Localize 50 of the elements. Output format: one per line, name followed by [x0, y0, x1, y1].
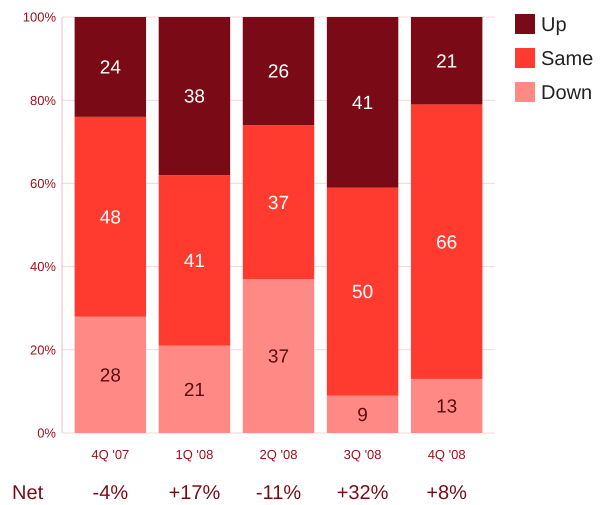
- bar: [410, 17, 482, 104]
- bar: [242, 279, 314, 433]
- x-tick-label: 2Q '08: [260, 447, 298, 462]
- y-tick-label: 60%: [30, 176, 56, 191]
- bar: [242, 125, 314, 280]
- bar: [74, 316, 146, 433]
- data-label: 66: [436, 232, 458, 254]
- data-label: 26: [268, 62, 290, 83]
- text: +8%: [426, 482, 468, 504]
- data-label: 28: [100, 365, 121, 386]
- data-label: 37: [268, 192, 290, 214]
- data-label: 48: [100, 207, 121, 228]
- y-tick-label: 20%: [30, 342, 56, 358]
- data-label: 9: [357, 404, 368, 426]
- x-tick-label: 4Q '08: [428, 447, 466, 462]
- bar: [410, 378, 482, 433]
- data-label: 37: [268, 346, 290, 368]
- text: -4%: [92, 482, 128, 504]
- bar: [74, 116, 146, 317]
- data-label: 21: [184, 380, 205, 401]
- bar: [158, 175, 230, 346]
- bar: [326, 396, 398, 433]
- bar: [326, 17, 398, 188]
- x-tick-label: 3Q '08: [344, 447, 382, 462]
- text: +32%: [336, 482, 389, 504]
- bar: [158, 346, 230, 433]
- text: Net: [12, 482, 44, 504]
- y-tick-label: 0%: [37, 426, 56, 441]
- y-tick-label: 40%: [30, 259, 56, 274]
- bar: [410, 104, 482, 379]
- x-tick-label: 1Q '08: [175, 447, 214, 462]
- bar: [326, 188, 398, 396]
- legend-label: Same: [541, 48, 594, 70]
- y-tick-label: 80%: [30, 92, 56, 108]
- data-label: 21: [436, 51, 458, 72]
- bar: [74, 17, 146, 117]
- y-tick-label: 100%: [22, 10, 56, 25]
- legend-label: Up: [541, 14, 567, 36]
- bar: [242, 17, 314, 126]
- data-label: 41: [352, 92, 374, 114]
- x-tick-label: 4Q '07: [91, 447, 130, 462]
- data-label: 24: [100, 58, 122, 79]
- data-label: 50: [352, 282, 374, 304]
- text: -11%: [256, 482, 302, 504]
- data-label: 13: [436, 396, 458, 418]
- bar: [158, 17, 230, 176]
- text: +17%: [168, 482, 220, 504]
- data-label: 41: [184, 251, 205, 272]
- data-label: 38: [184, 86, 205, 108]
- legend-label: Down: [541, 82, 592, 104]
